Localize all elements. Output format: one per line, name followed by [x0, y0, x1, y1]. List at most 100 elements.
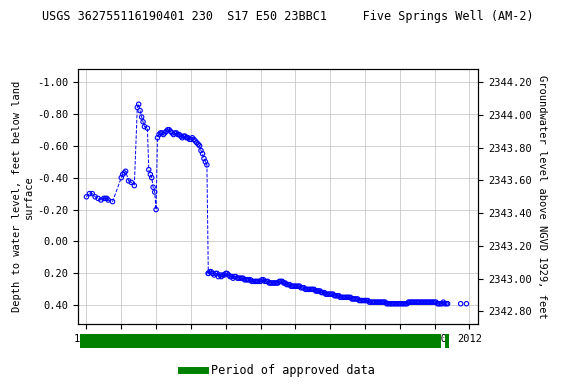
- Point: [185, 136, 194, 142]
- Point: [246, 277, 255, 283]
- Point: [382, 301, 391, 307]
- Point: [367, 299, 377, 305]
- Point: [96, 197, 105, 203]
- Point: [311, 288, 320, 294]
- Point: [331, 293, 340, 299]
- Point: [392, 301, 401, 307]
- Point: [149, 184, 158, 190]
- Point: [170, 130, 180, 136]
- Point: [166, 128, 175, 134]
- Point: [430, 299, 439, 305]
- Point: [85, 190, 94, 197]
- Point: [330, 293, 339, 299]
- Point: [169, 131, 178, 137]
- Point: [147, 175, 156, 181]
- Point: [132, 104, 142, 111]
- Point: [199, 156, 209, 162]
- Point: [386, 301, 396, 307]
- Point: [408, 299, 418, 305]
- Point: [179, 133, 188, 139]
- Point: [406, 299, 415, 305]
- Point: [403, 301, 412, 307]
- Point: [369, 299, 378, 305]
- Point: [108, 199, 117, 205]
- Point: [421, 299, 430, 305]
- Point: [202, 162, 211, 168]
- Point: [361, 298, 370, 304]
- Point: [342, 294, 351, 300]
- Point: [298, 285, 307, 291]
- Point: [151, 207, 161, 213]
- Point: [414, 299, 423, 305]
- Point: [302, 286, 312, 293]
- Point: [415, 299, 425, 305]
- Point: [213, 270, 222, 276]
- Point: [252, 278, 261, 285]
- Point: [346, 294, 355, 300]
- Point: [440, 301, 449, 307]
- Point: [168, 130, 177, 136]
- Point: [272, 280, 281, 286]
- Point: [373, 299, 382, 305]
- Point: [204, 270, 213, 276]
- Point: [337, 294, 346, 300]
- Point: [243, 277, 252, 283]
- Point: [381, 299, 390, 305]
- Point: [343, 294, 352, 300]
- Point: [437, 301, 446, 307]
- Point: [260, 278, 270, 285]
- Point: [395, 301, 404, 307]
- Point: [279, 280, 288, 286]
- Point: [289, 283, 298, 289]
- Point: [191, 138, 200, 144]
- Point: [379, 299, 388, 305]
- Point: [247, 278, 256, 285]
- Point: [344, 294, 354, 300]
- Point: [362, 298, 371, 304]
- Point: [404, 299, 413, 305]
- Point: [357, 298, 366, 304]
- Point: [305, 286, 314, 293]
- Legend: Period of approved data: Period of approved data: [176, 359, 380, 382]
- Point: [135, 108, 145, 114]
- Point: [118, 171, 127, 177]
- Point: [176, 133, 185, 139]
- Point: [259, 277, 268, 283]
- Point: [324, 291, 334, 297]
- Point: [144, 167, 153, 173]
- Point: [275, 278, 284, 285]
- Point: [412, 299, 422, 305]
- Point: [82, 194, 91, 200]
- Point: [177, 135, 187, 141]
- Point: [257, 277, 267, 283]
- Point: [130, 182, 139, 189]
- Point: [204, 270, 213, 276]
- Point: [194, 141, 203, 147]
- Point: [433, 301, 442, 307]
- Point: [375, 299, 384, 305]
- Point: [153, 135, 162, 141]
- Point: [227, 273, 236, 280]
- Point: [435, 301, 445, 307]
- Point: [208, 270, 217, 276]
- Point: [198, 151, 207, 157]
- Point: [210, 272, 219, 278]
- Point: [348, 296, 358, 302]
- Point: [173, 131, 183, 137]
- Point: [117, 175, 126, 181]
- Point: [372, 299, 381, 305]
- Point: [200, 159, 210, 165]
- Point: [217, 273, 226, 280]
- Point: [196, 147, 206, 154]
- Text: USGS 362755116190401 230  S17 E50 23BBC1     Five Springs Well (AM-2): USGS 362755116190401 230 S17 E50 23BBC1 …: [42, 10, 534, 23]
- Point: [268, 280, 277, 286]
- Point: [334, 293, 343, 299]
- Point: [391, 301, 400, 307]
- Point: [398, 301, 407, 307]
- Point: [365, 299, 374, 305]
- Point: [340, 294, 349, 300]
- Point: [162, 128, 171, 134]
- Point: [241, 277, 251, 283]
- Point: [160, 130, 169, 136]
- Point: [240, 277, 249, 283]
